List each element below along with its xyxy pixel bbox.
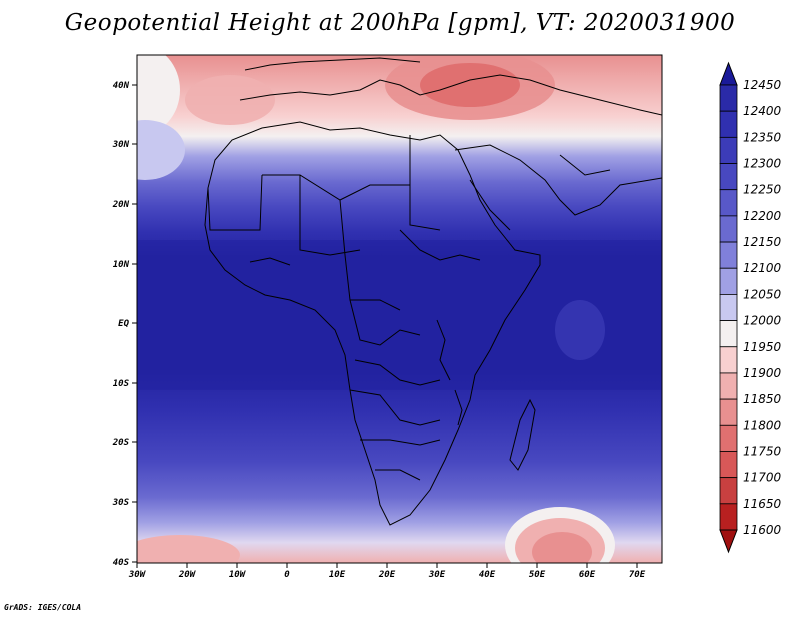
colorbar-swatch [719, 424, 738, 452]
colorbar-label: 12050 [743, 287, 782, 301]
colorbar-swatch [719, 241, 738, 269]
lon-tick-label: 40E [479, 570, 496, 580]
lon-tick-label: 0 [284, 570, 290, 580]
height-field [137, 55, 662, 563]
colorbar-label: 11950 [743, 340, 782, 354]
colorbar-label: 11800 [743, 418, 782, 432]
lat-labels: 40N 30N 20N 10N EQ 10S 20S 30S 40S [112, 81, 130, 568]
colorbar-label: 12100 [743, 261, 782, 275]
colorbar-extend-high [719, 61, 738, 86]
colorbar-swatch [719, 294, 738, 321]
lat-tick-label: 30N [112, 140, 130, 150]
lat-tick-label: 30S [112, 498, 130, 508]
lat-tick-label: 40S [113, 558, 130, 568]
lon-tick-label: 20E [378, 570, 396, 580]
colorbar-label: 12200 [743, 209, 782, 223]
colorbar-label: 12150 [743, 235, 782, 249]
colorbar-swatch [719, 215, 738, 243]
lon-tick-label: 50E [529, 570, 546, 580]
colorbar-label: 12250 [743, 183, 782, 197]
colorbar-label: 11750 [743, 444, 782, 458]
lat-tick-label: 10N [113, 260, 130, 270]
colorbar-swatch [719, 320, 738, 348]
lon-tick-label: 10W [229, 570, 247, 580]
colorbar-swatch [719, 136, 738, 164]
lon-tick-label: 30W [128, 570, 147, 580]
colorbar-label: 12350 [743, 130, 782, 144]
lat-tick-label: 20N [112, 200, 130, 210]
colorbar-swatch [719, 110, 738, 138]
colorbar-label: 11650 [743, 497, 782, 511]
lat-tick-label: EQ [118, 319, 129, 329]
lon-tick-label: 60E [579, 570, 596, 580]
footer-credit: GrADS: IGES/COLA [4, 603, 82, 612]
colorbar-label: 11900 [743, 366, 782, 380]
colorbar-label: 11600 [743, 523, 782, 537]
colorbar-label: 12000 [743, 314, 782, 328]
map-frame [136, 54, 663, 564]
colorbar-label: 12400 [743, 104, 782, 118]
colorbar-swatch [719, 189, 738, 217]
colorbar-label: 11700 [743, 471, 782, 485]
lat-tick-label: 10S [113, 379, 130, 389]
colorbar-swatch [719, 477, 738, 505]
coastlines [204, 57, 662, 526]
colorbar-swatch [719, 84, 738, 112]
lon-tick-label: 30E [428, 570, 446, 580]
lon-labels: 30W 20W 10W 0 10E 20E 30E 40E 50E 60E 70… [128, 570, 646, 580]
colorbar-extend-low [719, 529, 738, 554]
lat-tick-label: 40N [113, 81, 130, 91]
colorbar-swatch [719, 163, 738, 191]
colorbar-swatch [719, 267, 738, 295]
colorbar: 12450 12400 12350 12300 12250 12200 12150 12100… [719, 61, 782, 554]
lon-tick-label: 10E [329, 570, 346, 580]
colorbar-label: 12450 [743, 78, 782, 92]
colorbar-swatch [719, 346, 738, 374]
colorbar-swatch [719, 372, 738, 400]
lon-tick-label: 70E [629, 570, 646, 580]
colorbar-label: 12300 [743, 157, 782, 171]
map-title: Geopotential Height at 200hPa [gpm], VT:… [64, 10, 736, 36]
colorbar-swatch [719, 398, 738, 426]
lat-tick-label: 20S [112, 438, 130, 448]
colorbar-swatch [719, 451, 738, 479]
colorbar-swatch [719, 503, 738, 531]
lon-tick-label: 20W [178, 570, 197, 580]
axis-ticks [132, 84, 638, 568]
colorbar-label: 11850 [743, 392, 782, 406]
